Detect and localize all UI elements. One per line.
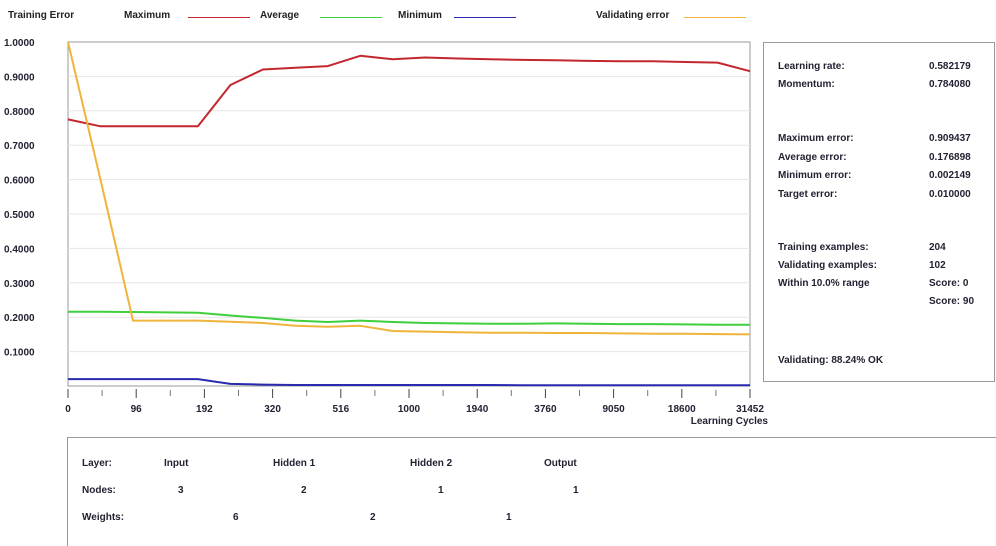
- stat-label: Validating: 88.24% OK: [778, 355, 883, 366]
- stat-value: 0.002149: [929, 170, 971, 181]
- x-tick-label: 31452: [736, 404, 764, 415]
- x-tick-label: 3760: [534, 404, 557, 415]
- y-axis-ticks: 1.0000 0.9000 0.8000 0.7000 0.6000 0.5000 0.40…: [4, 38, 35, 359]
- y-tick-label: 0.3000: [4, 279, 35, 290]
- legend-swatch-maximum: [188, 17, 250, 18]
- stat-value: 0.176898: [929, 152, 971, 163]
- x-tick-label: 0: [65, 404, 71, 415]
- legend-swatch-validating: [684, 17, 746, 18]
- nodes-hidden-1: 2: [301, 485, 307, 496]
- stats-panel: Learning rate: 0.582179 Momentum: 0.784080 M…: [763, 42, 995, 382]
- x-tick-label: 96: [131, 404, 143, 415]
- stat-label: Learning rate:: [778, 61, 845, 72]
- stat-label: Within 10.0% range: [778, 278, 870, 289]
- layer-name-input: Input: [164, 458, 188, 469]
- nodes-output: 1: [573, 485, 579, 496]
- legend-label-average: Average: [260, 10, 299, 21]
- y-tick-label: 0.5000: [4, 210, 35, 221]
- x-axis-ticks: 0 96 192 320 516 1000 1940 3760 9050 18600 31452: [65, 389, 764, 415]
- chart-legend: Training Error Maximum Average Minimum V…: [8, 8, 768, 26]
- legend-title: Training Error: [8, 10, 74, 21]
- x-tick-label: 9050: [602, 404, 625, 415]
- stat-label: Target error:: [778, 189, 837, 200]
- stat-label: Minimum error:: [778, 170, 851, 181]
- x-axis-label: Learning Cycles: [691, 416, 769, 427]
- stat-value: 204: [929, 242, 946, 253]
- weights-input-hidden1: 6: [233, 512, 239, 523]
- stat-value: 0.909437: [929, 133, 971, 144]
- nodes-hidden-2: 1: [438, 485, 444, 496]
- y-tick-label: 0.1000: [4, 348, 35, 359]
- y-tick-label: 0.6000: [4, 176, 35, 187]
- weights-hidden2-output: 1: [506, 512, 512, 523]
- stat-value: 102: [929, 260, 946, 271]
- x-tick-label: 192: [196, 404, 213, 415]
- stat-label: Average error:: [778, 152, 847, 163]
- y-tick-label: 0.8000: [4, 107, 35, 118]
- stat-value: 0.010000: [929, 189, 971, 200]
- legend-swatch-average: [320, 17, 382, 18]
- y-tick-label: 1.0000: [4, 38, 35, 49]
- stat-label: Maximum error:: [778, 133, 854, 144]
- legend-label-maximum: Maximum: [124, 10, 170, 21]
- y-tick-label: 0.4000: [4, 244, 35, 255]
- stat-label: Momentum:: [778, 79, 835, 90]
- layer-name-hidden-1: Hidden 1: [273, 458, 315, 469]
- x-tick-label: 1940: [466, 404, 489, 415]
- legend-swatch-minimum: [454, 17, 516, 18]
- legend-label-minimum: Minimum: [398, 10, 442, 21]
- y-tick-label: 0.2000: [4, 313, 35, 324]
- stat-value: 0.784080: [929, 79, 971, 90]
- stat-value: 0.582179: [929, 61, 971, 72]
- layer-name-output: Output: [544, 458, 577, 469]
- weights-row-label: Weights:: [82, 512, 124, 523]
- layer-row-label: Layer:: [82, 458, 112, 469]
- y-tick-label: 0.9000: [4, 72, 35, 83]
- network-layers-panel: Layer: Nodes: Weights: Input Hidden 1 Hi…: [67, 437, 996, 546]
- weights-hidden1-hidden2: 2: [370, 512, 376, 523]
- stat-value: Score: 90: [929, 296, 974, 307]
- x-tick-label: 18600: [668, 404, 696, 415]
- x-tick-label: 516: [332, 404, 349, 415]
- nodes-input: 3: [178, 485, 184, 496]
- stat-label: Validating examples:: [778, 260, 877, 271]
- y-tick-label: 0.7000: [4, 141, 35, 152]
- x-tick-label: 1000: [398, 404, 421, 415]
- layer-name-hidden-2: Hidden 2: [410, 458, 452, 469]
- stat-label: Training examples:: [778, 242, 869, 253]
- legend-label-validating: Validating error: [596, 10, 669, 21]
- x-tick-label: 320: [264, 404, 281, 415]
- nodes-row-label: Nodes:: [82, 485, 116, 496]
- training-error-chart: 1.0000 0.9000 0.8000 0.7000 0.6000 0.5000 0.40…: [0, 30, 770, 440]
- stat-value: Score: 0: [929, 278, 968, 289]
